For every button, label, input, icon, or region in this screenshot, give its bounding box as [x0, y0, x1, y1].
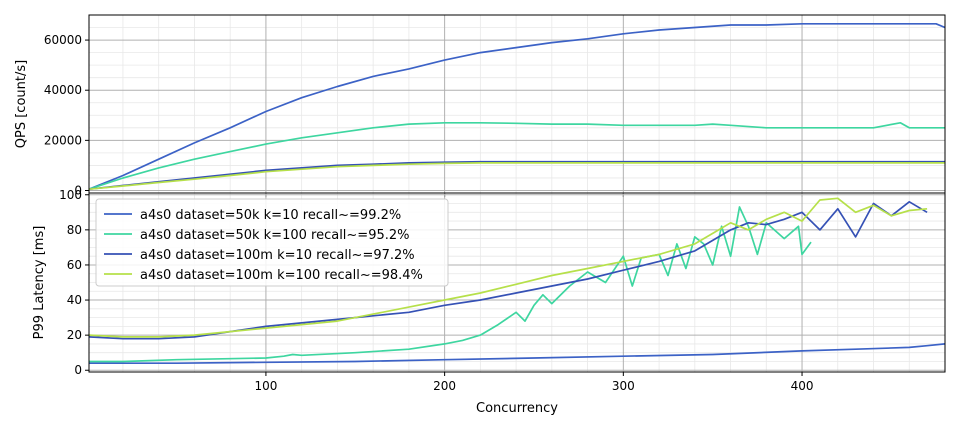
qps-series-line-2: [89, 160, 945, 191]
latency-ylabel: P99 Latency [ms]: [32, 226, 47, 340]
latency-frame: [88, 192, 946, 373]
latency-series-line-1: [89, 206, 812, 363]
qps-panel: 0 20000 40000 60000 QPS [count/s]: [14, 14, 946, 197]
qps-major-grid: [89, 15, 945, 193]
qps-ytick-label: 20000: [44, 133, 82, 147]
latency-ytick-label: 40: [67, 293, 82, 307]
latency-xtick-label: 200: [433, 379, 456, 393]
qps-ylabel: QPS [count/s]: [14, 60, 29, 148]
qps-series: [89, 22, 945, 191]
latency-series-line-2: [89, 200, 928, 340]
qps-ytick-label: 0: [74, 183, 82, 197]
qps-series-line-1: [89, 121, 945, 191]
latency-ytick-label: 60: [67, 258, 82, 272]
latency-xtick-label: 100: [254, 379, 277, 393]
qps-frame: [88, 14, 946, 194]
latency-series: [89, 197, 945, 365]
legend-label-1: a4s0 dataset=50k k=100 recall~=95.2%: [140, 228, 410, 243]
latency-ytick-label: 100: [59, 188, 82, 202]
latency-xtick-label: 300: [612, 379, 635, 393]
latency-ytick-label: 0: [74, 363, 82, 377]
qps-minor-grid: [89, 14, 946, 193]
qps-ytick-label: 60000: [44, 33, 82, 47]
latency-series-line-0: [89, 343, 945, 365]
legend-label-0: a4s0 dataset=50k k=10 recall~=99.2%: [140, 208, 401, 223]
latency-ytick-label: 20: [67, 328, 82, 342]
legend-label-3: a4s0 dataset=100m k=100 recall~=98.4%: [140, 268, 423, 283]
latency-ytick-label: 80: [67, 223, 82, 237]
legend-box: [95, 198, 449, 287]
latency-xlabel: Concurrency: [476, 401, 558, 416]
latency-xtick-label: 400: [791, 379, 814, 393]
legend: a4s0 dataset=50k k=10 recall~=99.2% a4s0 …: [95, 198, 449, 287]
legend-label-2: a4s0 dataset=100m k=10 recall~=97.2%: [140, 248, 415, 263]
latency-series-line-3: [89, 197, 928, 338]
qps-series-line-0: [89, 22, 945, 190]
qps-ytick-label: 40000: [44, 83, 82, 97]
qps-series-line-3: [89, 162, 945, 191]
